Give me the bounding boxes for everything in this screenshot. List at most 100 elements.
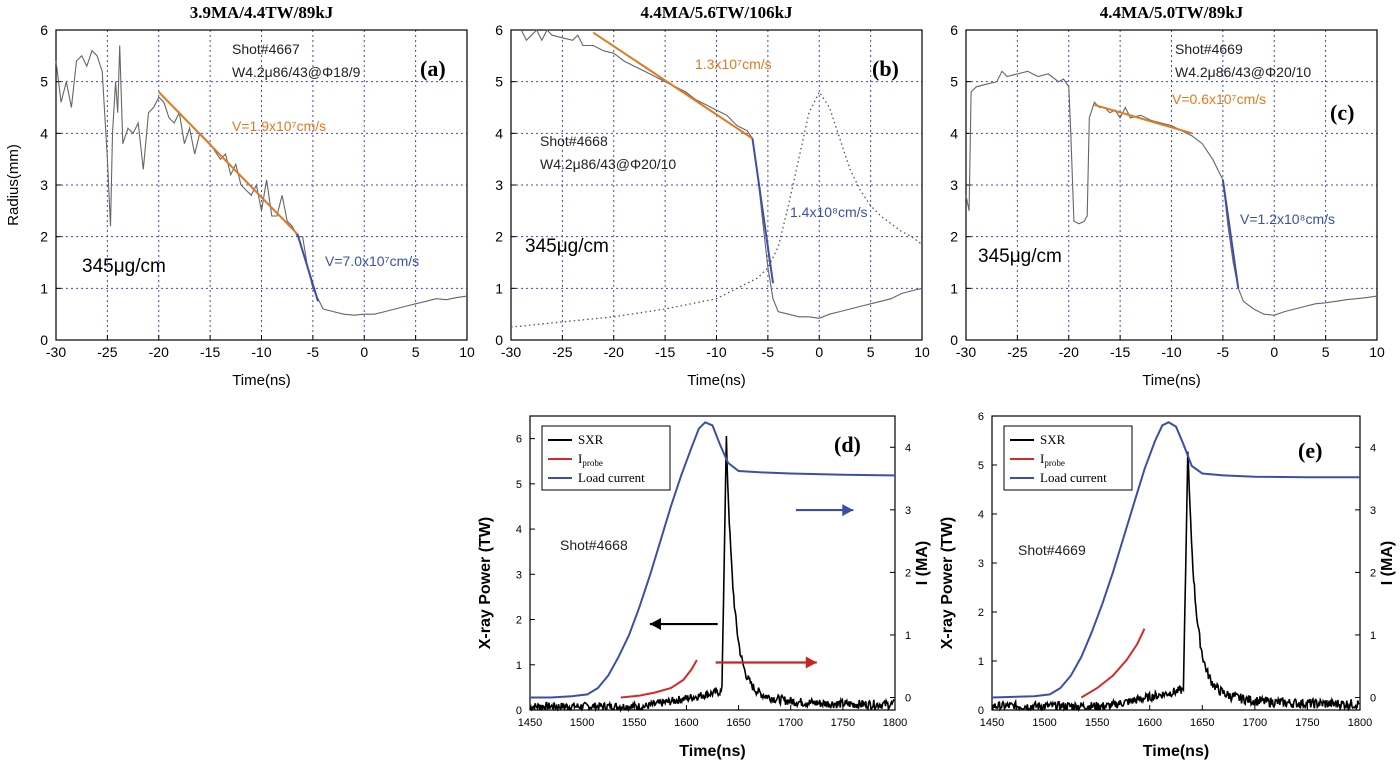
x-tick-label: -25 [97,344,117,360]
x-axis-label: Time(ns) [679,743,745,760]
shot-label: Shot#4669 [1018,542,1086,558]
y-tick-label: 1 [978,656,984,668]
y-tick-label: 3 [978,558,984,570]
x-tick-label: -20 [1059,344,1079,360]
chart-panel-d: 1450 1500 1550 1600 1650 1700 1750 1800 0 1 2 3 4 5 6 0… [477,415,931,760]
y-tick-label: 4 [516,524,522,536]
x-tick-label: 10 [1369,344,1385,360]
fit-line [296,233,319,302]
x-tick-label: -15 [1110,344,1130,360]
y-tick-label: 0 [40,332,48,348]
legend-subscript: probe [582,458,603,468]
x-tick-label: 1550 [1085,717,1109,729]
x-tick-label: 10 [914,344,930,360]
velocity-label: V=1.2x10⁸cm/s [1240,211,1335,227]
y-tick-label: 4 [40,125,48,141]
legend-entry: Load current [578,470,645,485]
y2-axis-label: I (MA) [1379,541,1396,585]
legend-entry: Load current [1040,470,1107,485]
y-tick-label: 1 [516,660,522,672]
y-tick-label: 4 [950,125,958,141]
sxr-line [991,451,1360,712]
y-tick-label: 4 [978,509,984,521]
arrow-head [842,504,854,517]
y2-tick-label: 4 [1370,442,1376,454]
x-tick-label: 1500 [570,717,594,729]
y-tick-label: 6 [495,22,503,38]
panel-label: (d) [834,432,861,457]
load-label: W4.2μ86/43@Φ18/9 [232,64,361,80]
x-tick-label: 1750 [1295,717,1319,729]
y-tick-label: 2 [978,607,984,619]
chart-panel-a: 3.9MA/4.4TW/89kJ -30 -25 -20 -15 -10 -5 0 5 10 0 1 2… [5,3,475,389]
y-tick-label: 6 [40,22,48,38]
y-tick-label: 1 [495,280,503,296]
chart-title: 4.4MA/5.6TW/106kJ [640,3,793,22]
y-tick-label: 3 [950,177,958,193]
x-tick-label: -10 [1161,344,1181,360]
y-tick-label: 1 [950,280,958,296]
x-tick-label: -15 [655,344,675,360]
velocity-label: V=1.9x10⁷cm/s [232,118,326,134]
y-tick-label: 6 [950,22,958,38]
load-label: W4.2μ86/43@Φ20/10 [1175,64,1311,80]
y-axis-label: X-ray Power (TW) [477,517,494,649]
y-tick-label: 0 [978,705,984,717]
y-tick-label: 3 [516,569,522,581]
y2-tick-label: 3 [1370,505,1376,517]
x-axis-label: Time(ns) [1142,372,1201,389]
x-tick-label: 0 [360,344,368,360]
x-tick-label: -25 [552,344,572,360]
x-tick-label: -30 [501,344,521,360]
linear-density-label: 345μg/cm [978,246,1062,267]
x-tick-label: -20 [149,344,169,360]
y2-tick-label: 1 [905,630,911,642]
chart-panel-b: 4.4MA/5.6TW/106kJ -30 -25 -20 -15 -10 -5 0 5 10 0 1… [495,3,930,389]
x-tick-label: 1750 [831,717,855,729]
y2-axis-label: I (MA) [914,541,931,585]
x-tick-label: -10 [251,344,271,360]
chart-panel-c: 4.4MA/5.0TW/89kJ -30 -25 -20 -15 -10 -5 0 5 10 0 1 2… [950,3,1385,389]
y-tick-label: 0 [950,332,958,348]
x-tick-label: 10 [459,344,475,360]
shot-label: Shot#4668 [540,133,608,149]
arrow-head [649,618,661,631]
y-tick-label: 6 [516,434,522,446]
y-tick-label: 3 [40,177,48,193]
load-label: W4.2μ86/43@Φ20/10 [540,156,676,172]
x-tick-label: -5 [1217,344,1230,360]
y-tick-label: 2 [495,229,503,245]
x-tick-label: 1600 [1137,717,1161,729]
fit-line [1094,103,1193,135]
shot-label: Shot#4667 [232,41,300,57]
x-tick-label: 1700 [778,717,802,729]
x-tick-label: 1800 [883,717,907,729]
chart-title: 4.4MA/5.0TW/89kJ [1100,3,1244,22]
x-tick-label: 1500 [1032,717,1056,729]
velocity-label: V=7.0x10⁷cm/s [325,253,419,269]
y-tick-label: 1 [40,280,48,296]
panel-label: (b) [872,56,899,81]
y-tick-label: 0 [516,705,522,717]
y2-tick-label: 0 [905,692,911,704]
shot-label: Shot#4669 [1175,41,1243,57]
radius-trace-line [965,70,1378,316]
y-tick-label: 2 [516,615,522,627]
y-axis-label: Radius(mm) [5,144,22,226]
x-tick-label: 1650 [726,717,750,729]
y2-tick-label: 0 [1370,692,1376,704]
radius-trace-line [55,45,468,316]
sxr-line [529,435,895,713]
y-tick-label: 2 [40,229,48,245]
x-tick-label: 5 [412,344,420,360]
x-tick-label: -30 [46,344,66,360]
plot-frame [529,415,896,711]
x-tick-label: -25 [1007,344,1027,360]
velocity-label: 1.4x10⁸cm/s [790,204,868,220]
fit-line [751,138,775,284]
x-axis-label: Time(ns) [687,372,746,389]
x-tick-label: 1600 [674,717,698,729]
x-tick-label: 0 [815,344,823,360]
